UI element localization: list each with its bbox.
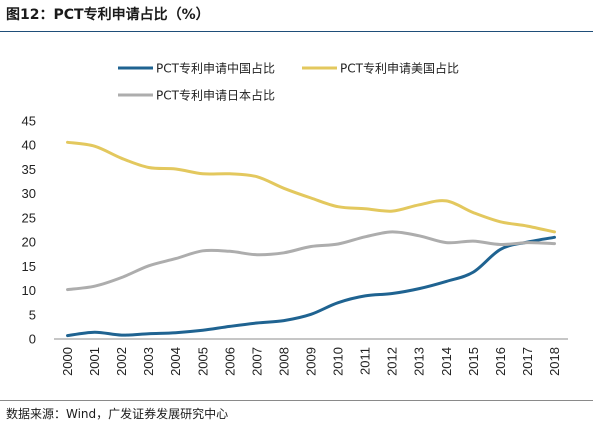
x-tick-label: 2000 (60, 347, 75, 376)
x-tick-label: 2006 (222, 347, 237, 376)
x-tick-label: 2017 (520, 347, 535, 376)
x-tick-label: 2007 (249, 347, 264, 376)
series-line-china (66, 235, 556, 338)
y-tick-label: 40 (22, 138, 36, 153)
series-line-japan (66, 230, 556, 292)
legend-label-japan: PCT专利申请日本占比 (156, 88, 275, 103)
series-line-usa (66, 140, 556, 234)
x-tick-label: 2015 (466, 347, 481, 376)
title-divider (0, 31, 593, 32)
y-tick-label: 0 (29, 332, 36, 347)
legend-label-china: PCT专利申请中国占比 (156, 61, 275, 76)
x-tick-label: 2013 (412, 347, 427, 376)
y-tick-label: 15 (22, 259, 36, 274)
x-tick-label: 2005 (195, 347, 210, 376)
x-axis: 2000 2001 2002 2003 2004 2005 2006 2007 2008 2009… (54, 338, 568, 376)
x-tick-label: 2011 (358, 347, 373, 375)
x-tick-label: 2010 (331, 347, 346, 376)
x-tick-label: 2002 (114, 347, 129, 376)
x-tick-label: 2016 (493, 347, 508, 376)
data-source-note: 数据来源：Wind，广发证券发展研究中心 (6, 407, 229, 421)
x-tick-label: 2014 (439, 347, 454, 376)
source-divider (0, 400, 593, 401)
legend-label-usa: PCT专利申请美国占比 (340, 61, 459, 76)
x-tick-label: 2001 (87, 347, 102, 376)
x-tick-label: 2008 (276, 347, 291, 376)
chart-legend: PCT专利申请中国占比 PCT专利申请美国占比 PCT专利申请日本占比 (118, 61, 459, 103)
series-layer (66, 140, 556, 338)
y-tick-label: 25 (22, 210, 36, 225)
x-tick-label: 2004 (168, 347, 183, 376)
y-tick-label: 10 (22, 283, 36, 298)
y-tick-label: 45 (22, 114, 36, 129)
y-tick-label: 30 (22, 186, 36, 201)
figure-title: 图12：PCT专利申请占比（%） (6, 7, 210, 23)
x-tick-label: 2003 (141, 347, 156, 376)
x-tick-label: 2009 (304, 347, 319, 376)
y-tick-label: 5 (29, 307, 36, 322)
y-axis: 0 5 10 15 20 25 30 35 40 45 (22, 114, 36, 347)
x-tick-label: 2018 (547, 347, 562, 376)
y-tick-label: 35 (22, 162, 36, 177)
y-tick-label: 20 (22, 235, 36, 250)
x-tick-label: 2012 (385, 347, 400, 376)
